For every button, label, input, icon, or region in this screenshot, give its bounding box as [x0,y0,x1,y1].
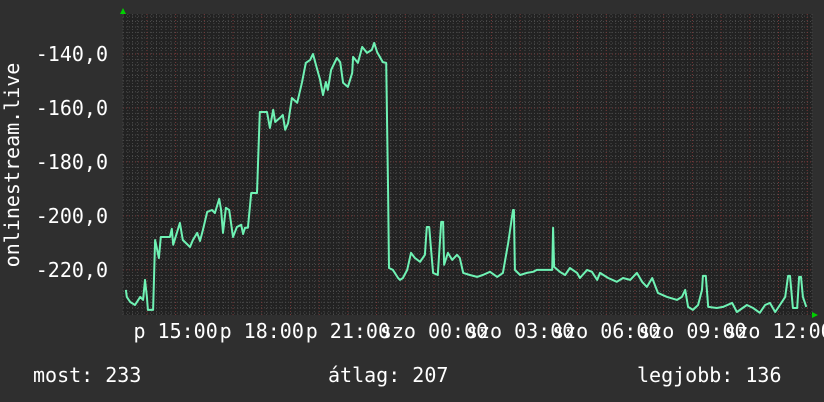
legend-current: most: 233 [33,363,141,387]
y-tick-label: -140,0 [36,42,108,66]
grid [122,14,813,315]
y-axis-label: onlinestream.live [0,63,24,268]
x-tick-label: szo 06:00 [552,319,660,343]
y-tick-label: -200,0 [36,204,108,228]
y-axis-arrow-icon [120,8,126,14]
x-axis-arrow-icon [812,312,818,318]
series-line [124,41,808,314]
x-tick-label: p 21:00 [306,319,390,343]
x-tick-label: szo 12:00 [724,319,824,343]
x-tick-label: szo 00:00 [380,319,488,343]
x-tick-label: p 15:00 [133,319,217,343]
x-tick-label: szo 03:00 [466,319,574,343]
legend-average: átlag: 207 [328,363,448,387]
y-axis-ticks: -140,0 -160,0 -180,0 -200,0 -220,0 [36,42,108,282]
y-tick-label: -180,0 [36,150,108,174]
x-tick-label: p 18:00 [220,319,304,343]
x-tick-label: szo 09:00 [638,319,746,343]
y-tick-label: -160,0 [36,96,108,120]
legend-best: legjobb: 136 [637,363,782,387]
y-tick-label: -220,0 [36,258,108,282]
